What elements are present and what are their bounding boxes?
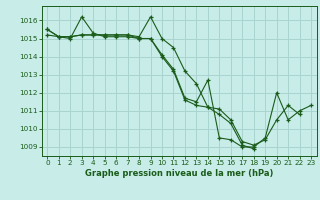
X-axis label: Graphe pression niveau de la mer (hPa): Graphe pression niveau de la mer (hPa) [85,169,273,178]
